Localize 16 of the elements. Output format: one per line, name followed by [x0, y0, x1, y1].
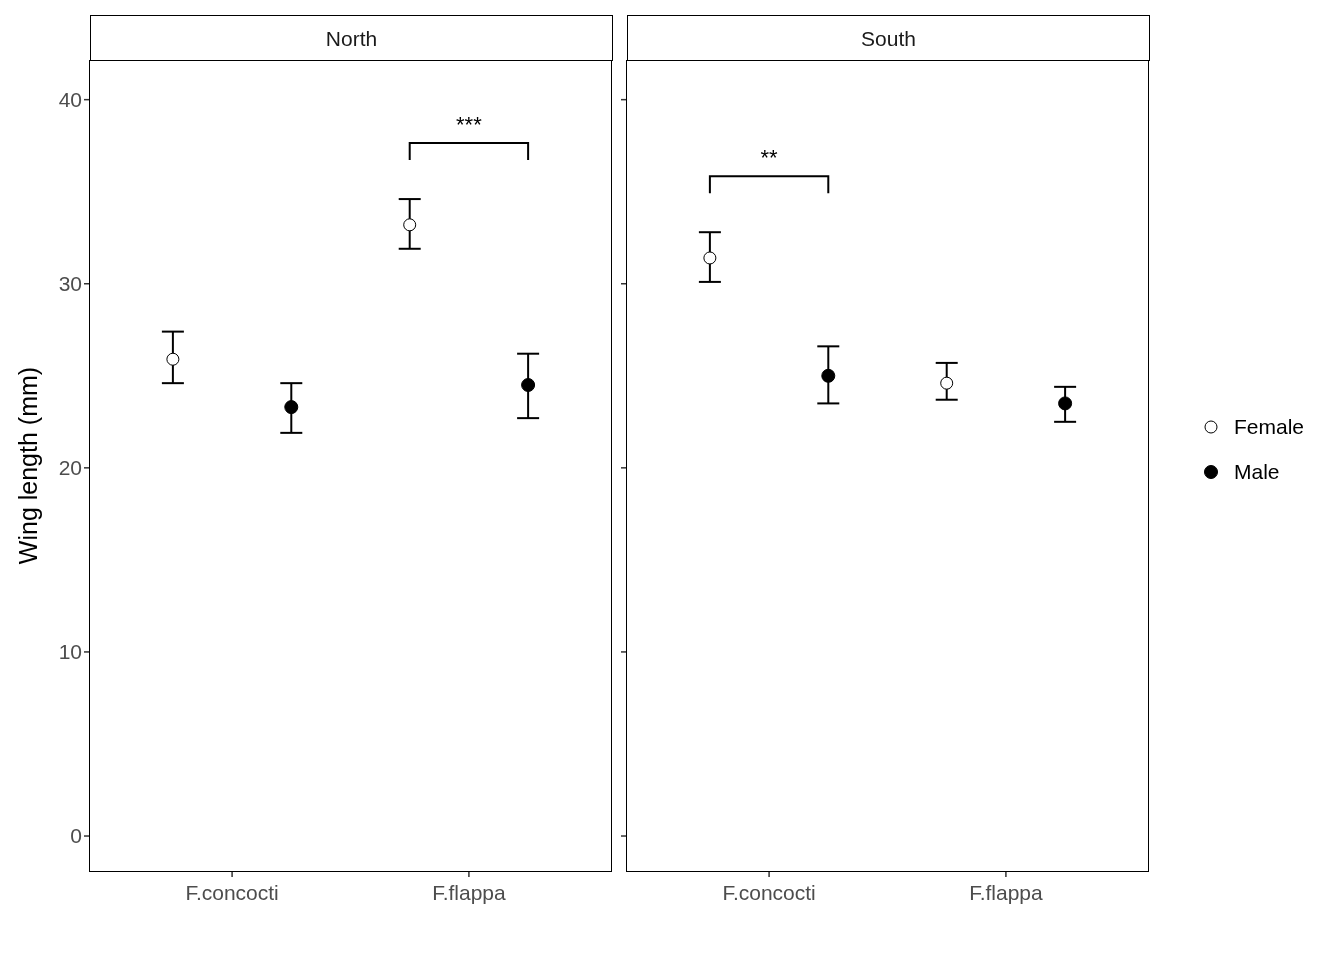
chart-title: North	[90, 15, 613, 61]
annotation: **	[760, 145, 779, 171]
x-tick-label: F.flappa	[432, 880, 506, 904]
x-tick-label: F.flappa	[969, 880, 1043, 904]
legend-label: Male	[1234, 459, 1280, 484]
y-tick-label: 20	[58, 456, 82, 480]
annotation: ***	[456, 112, 483, 138]
chart-title: South	[627, 15, 1150, 61]
y-tick-label: 10	[58, 640, 82, 664]
y-tick-label: 0	[70, 824, 82, 848]
x-tick-label: F.concocti	[185, 880, 279, 904]
x-tick-label: F.concocti	[722, 880, 816, 904]
y-tick-label: 30	[58, 272, 82, 296]
y-axis-title: Wing length (mm)	[13, 365, 43, 567]
legend-label: Female	[1234, 414, 1305, 439]
y-tick-label: 40	[58, 88, 82, 112]
